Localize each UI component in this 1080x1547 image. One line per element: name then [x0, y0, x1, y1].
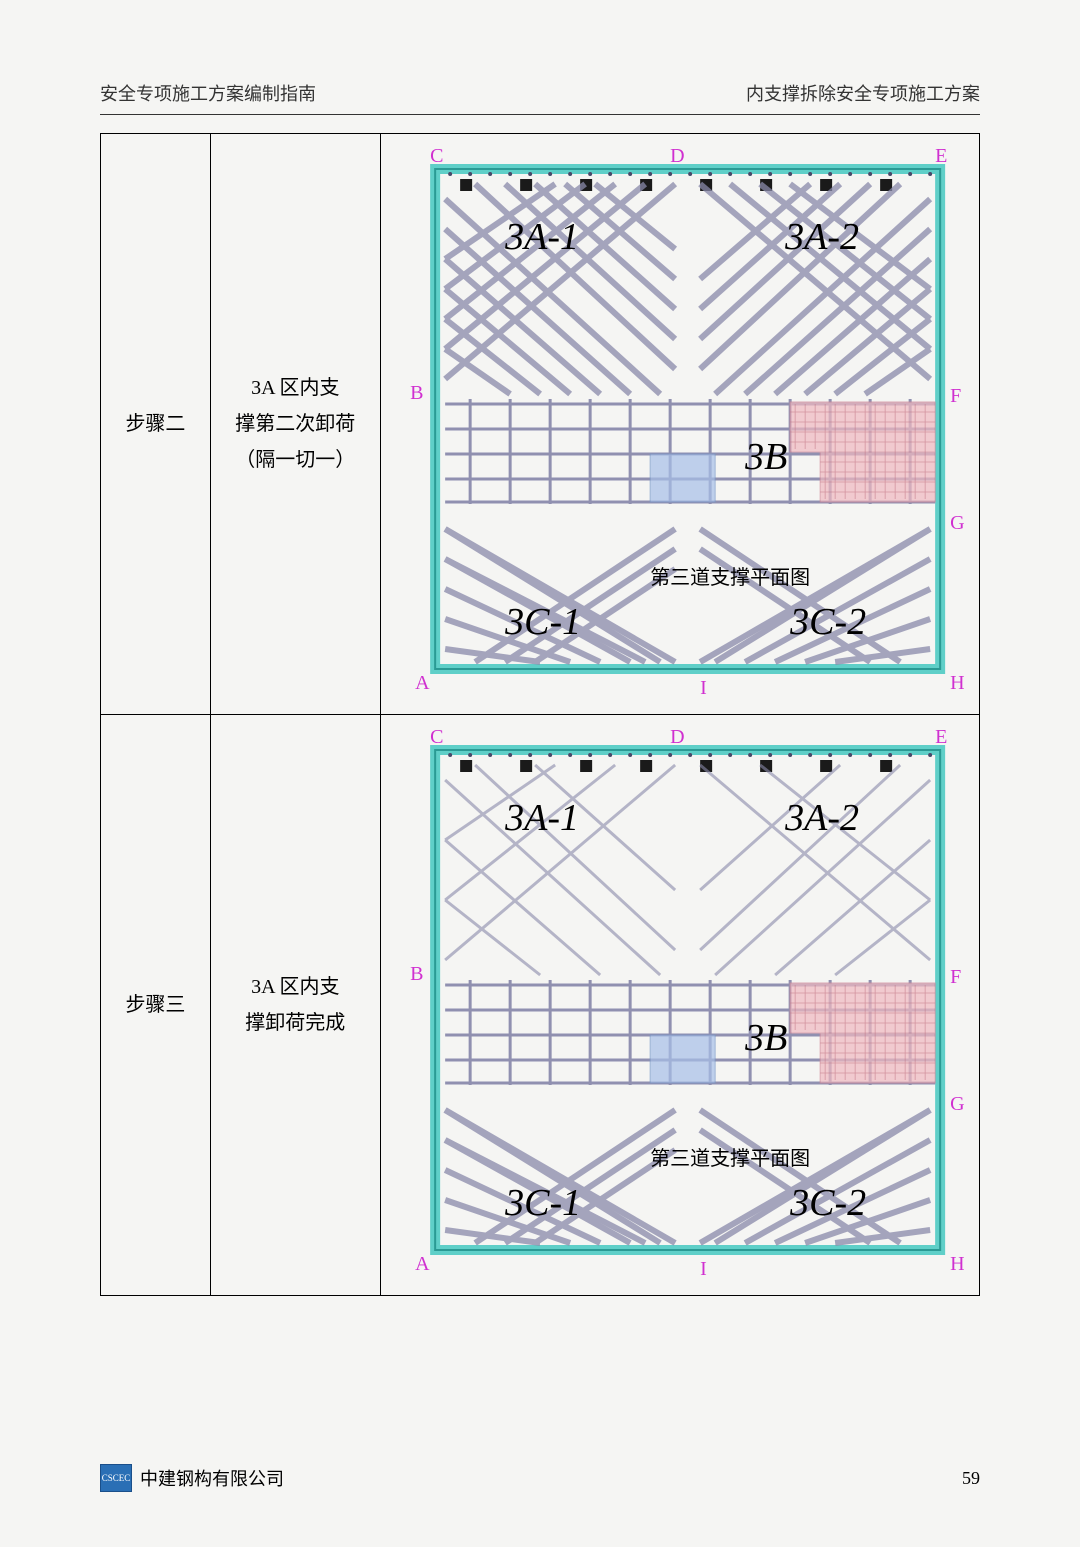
page-footer: CSCEC 中建钢构有限公司 59 [100, 1464, 980, 1492]
diagram-cell: 3A-1 3A-2 3B 3C-1 3C-2 第三道支撑平面图 C D E B … [380, 715, 979, 1296]
svg-text:A: A [415, 1253, 430, 1275]
svg-text:B: B [410, 382, 423, 404]
diagram-cell: 3A-1 3A-2 3B 3C-1 3C-2 第三道支撑平面图 C D E B … [380, 134, 979, 715]
svg-text:I: I [700, 1258, 707, 1280]
plan-svg: 3A-1 3A-2 3B 3C-1 3C-2 第三道支撑平面图 C D E B … [387, 144, 973, 704]
svg-text:E: E [935, 145, 947, 167]
svg-text:I: I [700, 677, 707, 699]
desc-cell: 3A 区内支 撑第二次卸荷 （隔一切一） [210, 134, 380, 715]
plan-diagram-step2: 3A-1 3A-2 3B 3C-1 3C-2 第三道支撑平面图 C D E B … [387, 144, 973, 704]
zone-3a2-label: 3A-2 [784, 216, 859, 258]
svg-text:第三道支撑平面图: 第三道支撑平面图 [650, 1147, 810, 1170]
steps-table: 步骤二 3A 区内支 撑第二次卸荷 （隔一切一） [100, 133, 980, 1296]
zone-3c1-label: 3C-1 [504, 601, 581, 643]
zone-3b-label: 3B [744, 436, 787, 478]
plan-diagram-step3: 3A-1 3A-2 3B 3C-1 3C-2 第三道支撑平面图 C D E B … [387, 725, 973, 1285]
svg-text:B: B [410, 963, 423, 985]
zone-3c2-label: 3C-2 [789, 601, 866, 643]
page-number: 59 [962, 1468, 980, 1489]
company-name: 中建钢构有限公司 [140, 1465, 284, 1491]
desc-cell: 3A 区内支 撑卸荷完成 [210, 715, 380, 1296]
svg-text:F: F [950, 966, 961, 988]
svg-text:3A-2: 3A-2 [784, 797, 859, 839]
plan-svg: 3A-1 3A-2 3B 3C-1 3C-2 第三道支撑平面图 C D E B … [387, 725, 973, 1285]
header-left: 安全专项施工方案编制指南 [100, 80, 316, 106]
svg-text:A: A [415, 672, 430, 694]
svg-text:C: C [430, 726, 443, 748]
page-header: 安全专项施工方案编制指南 内支撑拆除安全专项施工方案 [100, 80, 980, 115]
step-cell: 步骤二 [101, 134, 211, 715]
svg-text:G: G [950, 512, 964, 534]
logo-icon: CSCEC [100, 1464, 132, 1492]
svg-text:G: G [950, 1093, 964, 1115]
svg-text:F: F [950, 385, 961, 407]
step-cell: 步骤三 [101, 715, 211, 1296]
svg-text:3B: 3B [744, 1017, 787, 1059]
svg-text:D: D [670, 726, 684, 748]
company-logo: CSCEC 中建钢构有限公司 [100, 1464, 284, 1492]
svg-text:3C-1: 3C-1 [504, 1182, 581, 1224]
table-row: 步骤二 3A 区内支 撑第二次卸荷 （隔一切一） [101, 134, 980, 715]
svg-text:D: D [670, 145, 684, 167]
svg-text:H: H [950, 1253, 964, 1275]
svg-text:3C-2: 3C-2 [789, 1182, 866, 1224]
svg-text:3A-1: 3A-1 [504, 797, 579, 839]
svg-text:H: H [950, 672, 964, 694]
diagram-caption: 第三道支撑平面图 [650, 566, 810, 589]
header-right: 内支撑拆除安全专项施工方案 [746, 80, 980, 106]
zone-3a1-label: 3A-1 [504, 216, 579, 258]
svg-text:E: E [935, 726, 947, 748]
table-row: 步骤三 3A 区内支 撑卸荷完成 [101, 715, 980, 1296]
svg-text:C: C [430, 145, 443, 167]
